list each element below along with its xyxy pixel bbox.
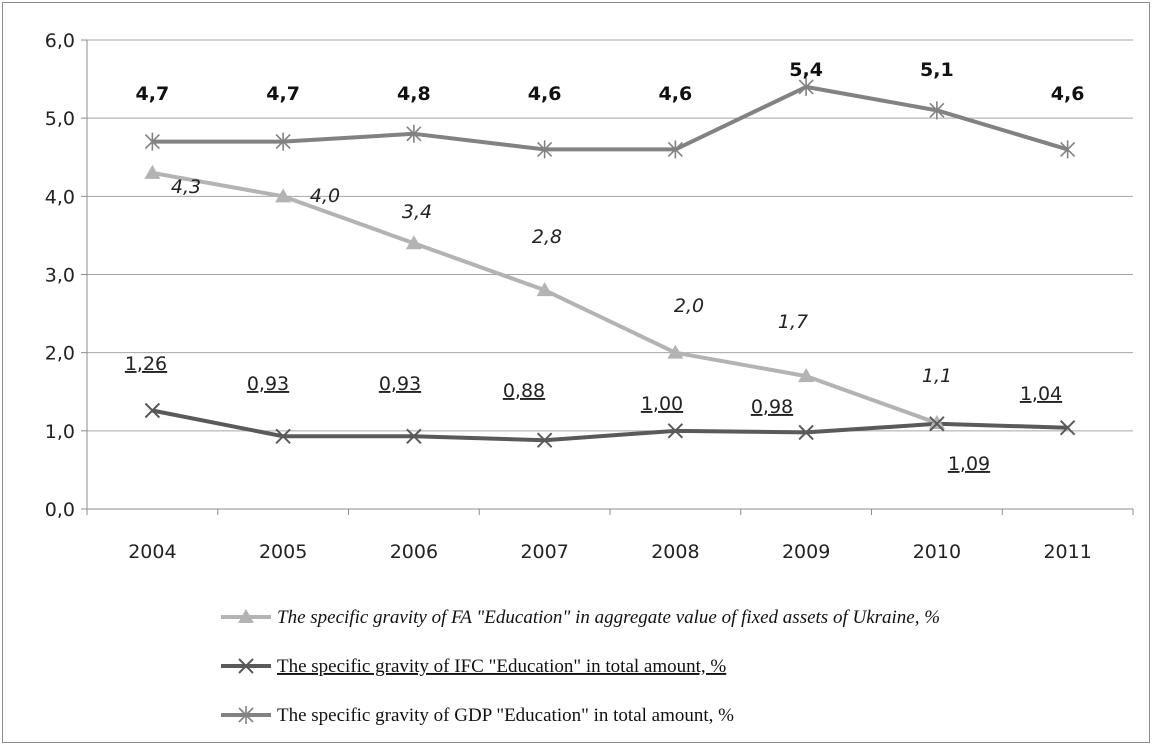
fa-triangle-marker: [667, 344, 684, 359]
gdp-asterisk-marker: [929, 101, 945, 120]
ifc-x-marker: [798, 424, 814, 441]
fa-triangle-marker: [275, 188, 292, 203]
gdp-data-label: 4,6: [1051, 83, 1085, 105]
ifc-data-label: 1,04: [1020, 383, 1062, 405]
gdp-data-label: 4,8: [397, 83, 431, 105]
y-tick-label: 0,0: [45, 499, 75, 521]
grid-lines: [81, 39, 1134, 515]
gdp-asterisk-marker: [144, 132, 160, 151]
y-tick-label: 6,0: [45, 30, 75, 52]
fa-triangle-marker: [405, 235, 422, 250]
fa-data-label: 2,8: [532, 226, 562, 248]
ifc-data-label: 0,93: [247, 373, 289, 395]
x-tick-label: 2010: [913, 541, 961, 563]
ifc-x-marker: [238, 658, 254, 674]
y-tick-label: 4,0: [45, 186, 75, 208]
ifc-data-label: 0,98: [751, 396, 793, 418]
ifc-x-marker: [929, 416, 945, 432]
x-tick-label: 2004: [128, 541, 176, 563]
legend: The specific gravity of FA "Education" i…: [221, 607, 940, 726]
gdp-data-label: 5,4: [789, 59, 823, 81]
gdp-asterisk-marker: [406, 124, 422, 143]
x-tick-label: 2009: [782, 541, 830, 563]
fa-legend-label: The specific gravity of FA "Education" i…: [277, 607, 940, 628]
gdp-data-label: 4,6: [528, 83, 562, 105]
fa-data-label: 1,1: [922, 365, 952, 387]
ifc-x-marker: [1059, 419, 1076, 436]
ifc-x-marker: [144, 402, 161, 419]
fa-data-label: 1,7: [778, 311, 808, 333]
fa-triangle-marker: [798, 368, 815, 383]
ifc-data-label: 1,00: [641, 393, 683, 415]
gdp-data-label: 4,6: [659, 83, 693, 105]
fa-data-label: 4,0: [310, 185, 340, 207]
y-tick-label: 3,0: [45, 265, 75, 287]
fa-data-label: 3,4: [402, 201, 432, 223]
fa-triangle-marker: [238, 609, 254, 623]
gdp-series-line: [152, 84, 1069, 152]
ifc-series-line: [151, 408, 1068, 443]
x-tick-label: 2007: [520, 541, 568, 563]
x-tick-label: 2005: [259, 541, 307, 563]
y-tick-label: 5,0: [45, 108, 75, 130]
gdp-asterisk-marker: [798, 77, 814, 96]
gdp-asterisk-marker: [537, 140, 553, 159]
y-tick-label: 1,0: [45, 421, 75, 443]
gdp-asterisk-marker: [275, 132, 291, 151]
gdp-asterisk-marker: [1060, 140, 1076, 159]
ifc-x-marker: [406, 428, 422, 445]
fa-triangle-marker: [536, 282, 553, 297]
ifc-x-marker: [667, 423, 684, 439]
ifc-data-label: 1,09: [948, 453, 990, 475]
fa-triangle-marker: [144, 164, 161, 179]
y-axis-tick-labels: 0,0 1,0 2,0 3,0 4,0 5,0 6,0: [45, 30, 75, 521]
gdp-legend-label: The specific gravity of GDP "Education" …: [277, 705, 734, 726]
x-tick-label: 2006: [390, 541, 438, 563]
gdp-asterisk-marker: [667, 140, 683, 159]
gdp-data-label: 4,7: [266, 83, 300, 105]
ifc-x-marker: [275, 428, 291, 445]
x-tick-label: 2011: [1043, 541, 1091, 563]
series-layer: [144, 77, 1076, 448]
ifc-x-marker: [536, 432, 553, 448]
ifc-legend-label: The specific gravity of IFC "Education" …: [277, 656, 726, 677]
gdp-data-label: 5,1: [920, 59, 954, 81]
ifc-data-label: 0,88: [503, 380, 545, 402]
x-tick-label: 2008: [651, 541, 699, 563]
fa-data-label: 4,3: [171, 176, 201, 198]
fa-data-label: 2,0: [674, 295, 704, 317]
fa-triangle-marker: [928, 415, 945, 430]
y-tick-label: 2,0: [45, 343, 75, 365]
gdp-data-label: 4,7: [136, 83, 170, 105]
ifc-data-label: 1,26: [125, 353, 167, 375]
ifc-data-label: 0,93: [379, 373, 421, 395]
x-axis-tick-labels: 2004 2005 2006 2007 2008 2009 2010 2011: [128, 541, 1092, 563]
gdp-asterisk-marker: [238, 706, 254, 724]
data-labels-layer: 4,7 4,7 4,8 4,6 4,6 5,4 5,1 4,6 4,3 4,0 3,4 2,8 2,0 1…: [125, 59, 1085, 475]
